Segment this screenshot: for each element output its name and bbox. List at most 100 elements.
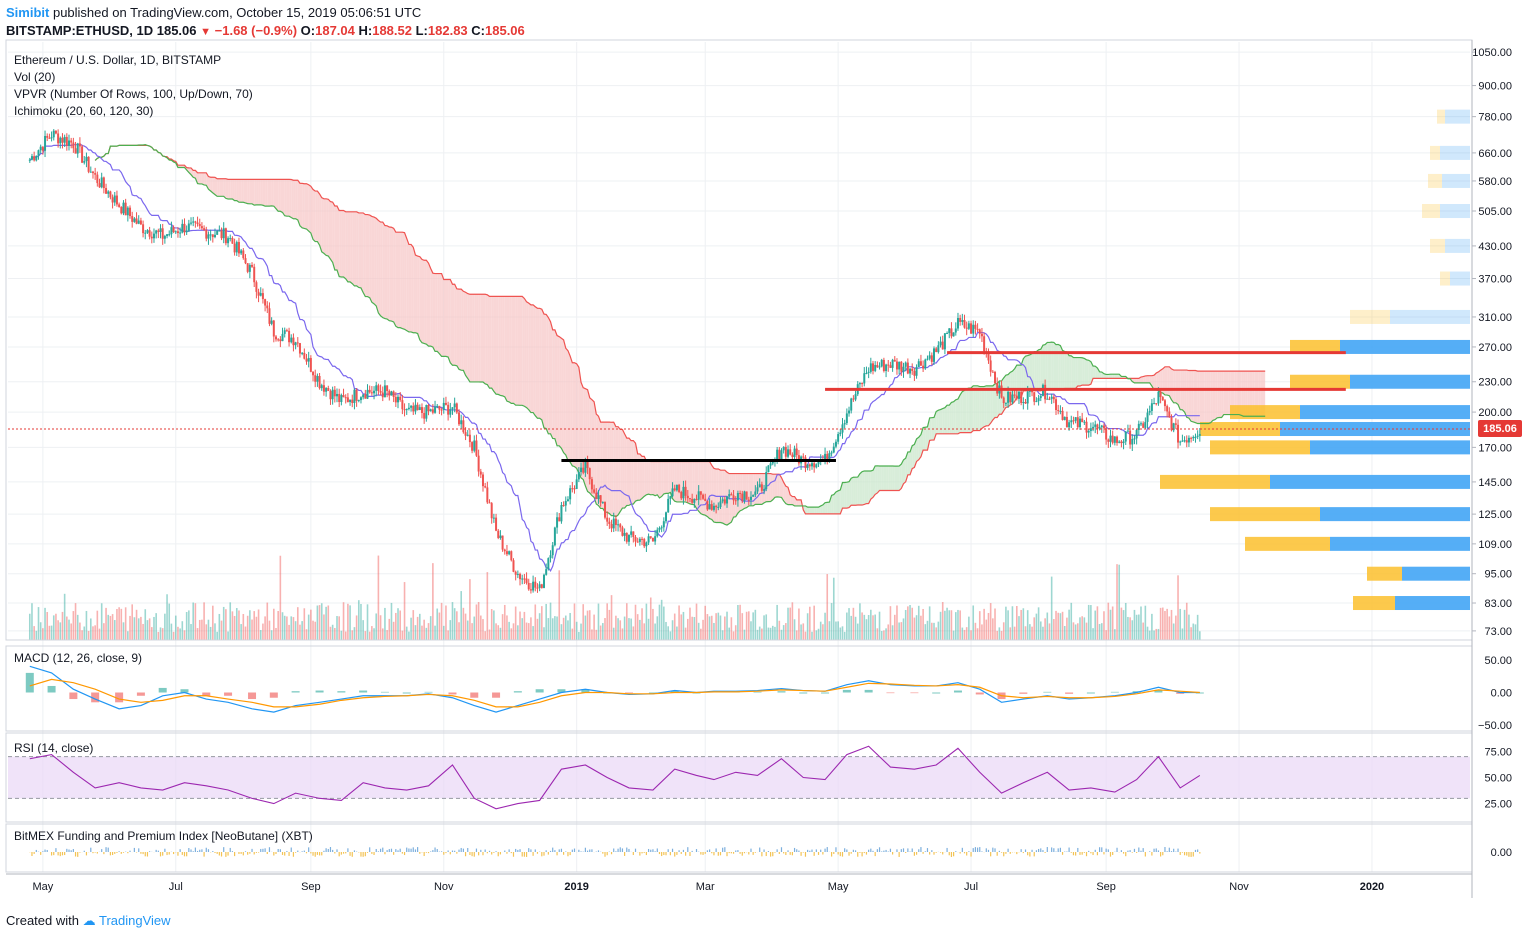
candle-body [660, 527, 663, 529]
funding-bar [114, 852, 116, 854]
candle-body [1109, 435, 1112, 442]
candle-body [410, 405, 413, 408]
vp-up-bar [1442, 173, 1470, 188]
volume-bar [922, 608, 924, 640]
volume-bar [1018, 616, 1020, 640]
funding-bar [201, 849, 203, 852]
volume-bar [96, 610, 99, 640]
candle-body [665, 512, 668, 522]
candle-body [575, 479, 578, 489]
funding-bar [31, 852, 33, 856]
kumo-segment [1042, 344, 1046, 390]
funding-bar [560, 848, 563, 852]
volume-bar [985, 619, 988, 640]
macd-histogram-bar [424, 691, 433, 693]
funding-bar [915, 852, 918, 855]
candle-body [349, 399, 352, 403]
kumo-segment [543, 314, 547, 429]
volume-bar [227, 631, 229, 640]
tradingview-brand[interactable]: TradingView [99, 913, 171, 928]
candle-body [895, 361, 898, 370]
kumo-segment [655, 461, 658, 496]
candle-body [558, 517, 561, 522]
funding-bar [281, 852, 284, 855]
candle-body [617, 524, 620, 526]
volume-bar [490, 609, 493, 640]
funding-bar [332, 849, 334, 852]
candle-body [1024, 402, 1027, 404]
funding-bar [780, 847, 783, 852]
volume-bar [599, 625, 602, 640]
funding-bar [820, 849, 822, 852]
funding-bar [885, 849, 887, 852]
kumo-segment [520, 296, 523, 406]
kumo-segment [790, 494, 793, 505]
volume-bar [229, 602, 232, 640]
candle-body [1155, 403, 1158, 405]
volume-bar [201, 619, 203, 640]
funding-bar [1140, 850, 1142, 852]
candle-body [1135, 430, 1138, 439]
ichimoku-cloud [95, 144, 1266, 526]
kumo-segment [613, 422, 616, 517]
volume-bar [209, 626, 212, 640]
funding-bar [1127, 850, 1129, 852]
candle-body [466, 434, 469, 436]
author-name[interactable]: Simibit [6, 5, 50, 20]
volume-bar [571, 628, 574, 640]
volume-bar [974, 622, 977, 640]
funding-bar [645, 852, 647, 856]
volume-bar [301, 621, 303, 640]
funding-bar [804, 852, 807, 857]
kumo-segment [938, 409, 941, 434]
candle-body [211, 234, 214, 238]
funding-bar [342, 852, 345, 854]
vp-down-bar [1290, 339, 1340, 354]
tradingview-logo-icon[interactable]: ☁ [82, 913, 96, 928]
candle-body [218, 230, 221, 232]
candle-body [763, 489, 766, 491]
kumo-segment [328, 199, 331, 260]
kumo-segment [923, 427, 926, 451]
funding-bar [1040, 848, 1042, 852]
time-axis[interactable]: May Jul Sep Nov 2019 Mar May Jul Sep Nov 2020 [32, 881, 1384, 893]
macd-histogram-bar [753, 691, 762, 693]
candle-body [519, 573, 522, 580]
candle-body [244, 258, 247, 264]
macd-histogram-bar [581, 689, 590, 693]
volume-bar [1061, 611, 1064, 640]
kumo-segment [1095, 366, 1098, 379]
candle-body [1000, 385, 1003, 398]
candle-body [373, 390, 376, 394]
kumo-segment [968, 387, 972, 433]
volume-bar [477, 602, 480, 640]
open-label: O: [300, 23, 316, 38]
candle-body [512, 560, 515, 572]
candle-body [630, 531, 633, 535]
candle-body [824, 453, 827, 461]
kumo-segment [1038, 349, 1041, 391]
funding-bar [510, 852, 512, 854]
candle-body [1046, 398, 1049, 400]
volume-bar [715, 613, 717, 640]
volume-bar [122, 622, 125, 640]
macd-histogram-bar [25, 672, 34, 693]
kumo-segment [1097, 368, 1100, 379]
candle-body [508, 551, 511, 555]
volume-bar [464, 613, 467, 640]
kumo-segment [1071, 355, 1074, 389]
volume-bar [486, 572, 489, 640]
candle-body [708, 504, 711, 510]
kumo-segment [615, 426, 619, 517]
price-tick-label: 900.00 [1478, 81, 1512, 93]
funding-bar [172, 852, 175, 855]
candle-body [680, 491, 683, 499]
candle-body [68, 140, 71, 146]
volume-bar [399, 610, 401, 640]
volume-bar [721, 630, 724, 640]
volume-bar [996, 630, 998, 640]
price-axis[interactable]: 1050.00900.00780.00660.00580.00505.00430… [1472, 47, 1512, 638]
kumo-segment [1230, 371, 1233, 415]
candle-body [296, 342, 299, 344]
